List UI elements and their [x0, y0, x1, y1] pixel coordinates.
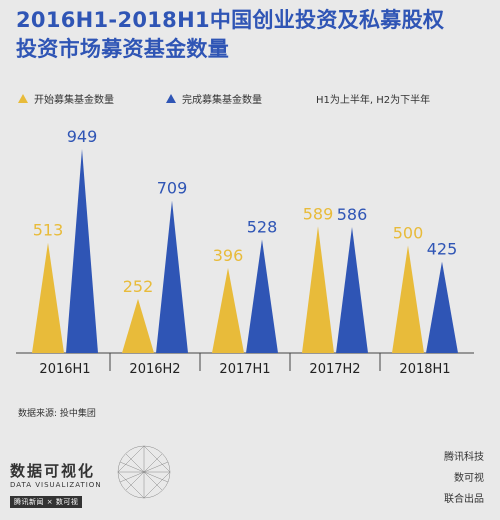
- bar-completed-2018H1: [426, 261, 458, 353]
- bar-completed-2016H1: [66, 148, 98, 353]
- legend-label-completed: 完成募集基金数量: [182, 95, 262, 106]
- x-tick-label-2017H1: 2017H1: [219, 362, 270, 377]
- credits: 腾讯科技 数可视 联合出品: [444, 447, 484, 510]
- credit-line-1: 腾讯科技: [444, 452, 484, 463]
- legend-item-completed: 完成募集基金数量: [166, 91, 262, 106]
- data-label-completed-2017H1: 528: [247, 217, 278, 236]
- chart-title: 2016H1-2018H1中国创业投资及私募股权 投资市场募资基金数量: [16, 6, 486, 64]
- bar-started-2016H2: [122, 298, 154, 353]
- logo-title: 数据可视化: [10, 462, 96, 480]
- logo-subtitle: DATA VISUALIZATION: [10, 481, 102, 489]
- legend-label-started: 开始募集基金数量: [34, 95, 114, 106]
- data-label-completed-2017H2: 586: [337, 205, 368, 224]
- bar-completed-2017H1: [246, 239, 278, 353]
- logo-graphic: [117, 445, 171, 499]
- data-label-completed-2016H2: 709: [157, 179, 188, 198]
- legend-note-text: H1为上半年, H2为下半年: [316, 95, 431, 106]
- x-tick-label-2017H2: 2017H2: [309, 362, 360, 377]
- x-tick-label-2016H1: 2016H1: [39, 362, 90, 377]
- blue-triangle-icon: [166, 94, 176, 103]
- bar-started-2018H1: [392, 245, 424, 353]
- data-label-started-2017H2: 589: [303, 204, 334, 223]
- chart-title-line-2: 投资市场募资基金数量: [16, 37, 229, 61]
- legend-note: H1为上半年, H2为下半年: [316, 91, 430, 106]
- x-tick-label-2018H1: 2018H1: [399, 362, 450, 377]
- data-label-completed-2016H1: 949: [67, 127, 98, 146]
- bar-started-2017H2: [302, 226, 334, 353]
- yellow-triangle-icon: [18, 94, 28, 103]
- bar-completed-2017H2: [336, 227, 368, 353]
- data-label-started-2018H1: 500: [393, 224, 424, 243]
- x-tick-label-2016H2: 2016H2: [129, 362, 180, 377]
- bar-started-2016H1: [32, 242, 64, 353]
- bar-started-2017H1: [212, 267, 244, 353]
- data-label-started-2016H1: 513: [33, 221, 64, 240]
- chart-title-line-1: 2016H1-2018H1中国创业投资及私募股权: [16, 8, 445, 32]
- legend: 开始募集基金数量 完成募集基金数量 H1为上半年, H2为下半年: [18, 91, 488, 109]
- credit-line-2: 数可视: [454, 473, 484, 484]
- data-source: 数据来源: 投中集团: [18, 409, 96, 419]
- legend-item-started: 开始募集基金数量: [18, 91, 114, 106]
- data-label-started-2016H2: 252: [123, 277, 154, 296]
- data-label-started-2017H1: 396: [213, 246, 244, 265]
- bar-completed-2016H2: [156, 200, 188, 353]
- credit-line-3: 联合出品: [444, 494, 484, 505]
- logo-partners: 腾讯新闻 × 数可视: [10, 496, 83, 508]
- data-label-completed-2018H1: 425: [427, 240, 458, 259]
